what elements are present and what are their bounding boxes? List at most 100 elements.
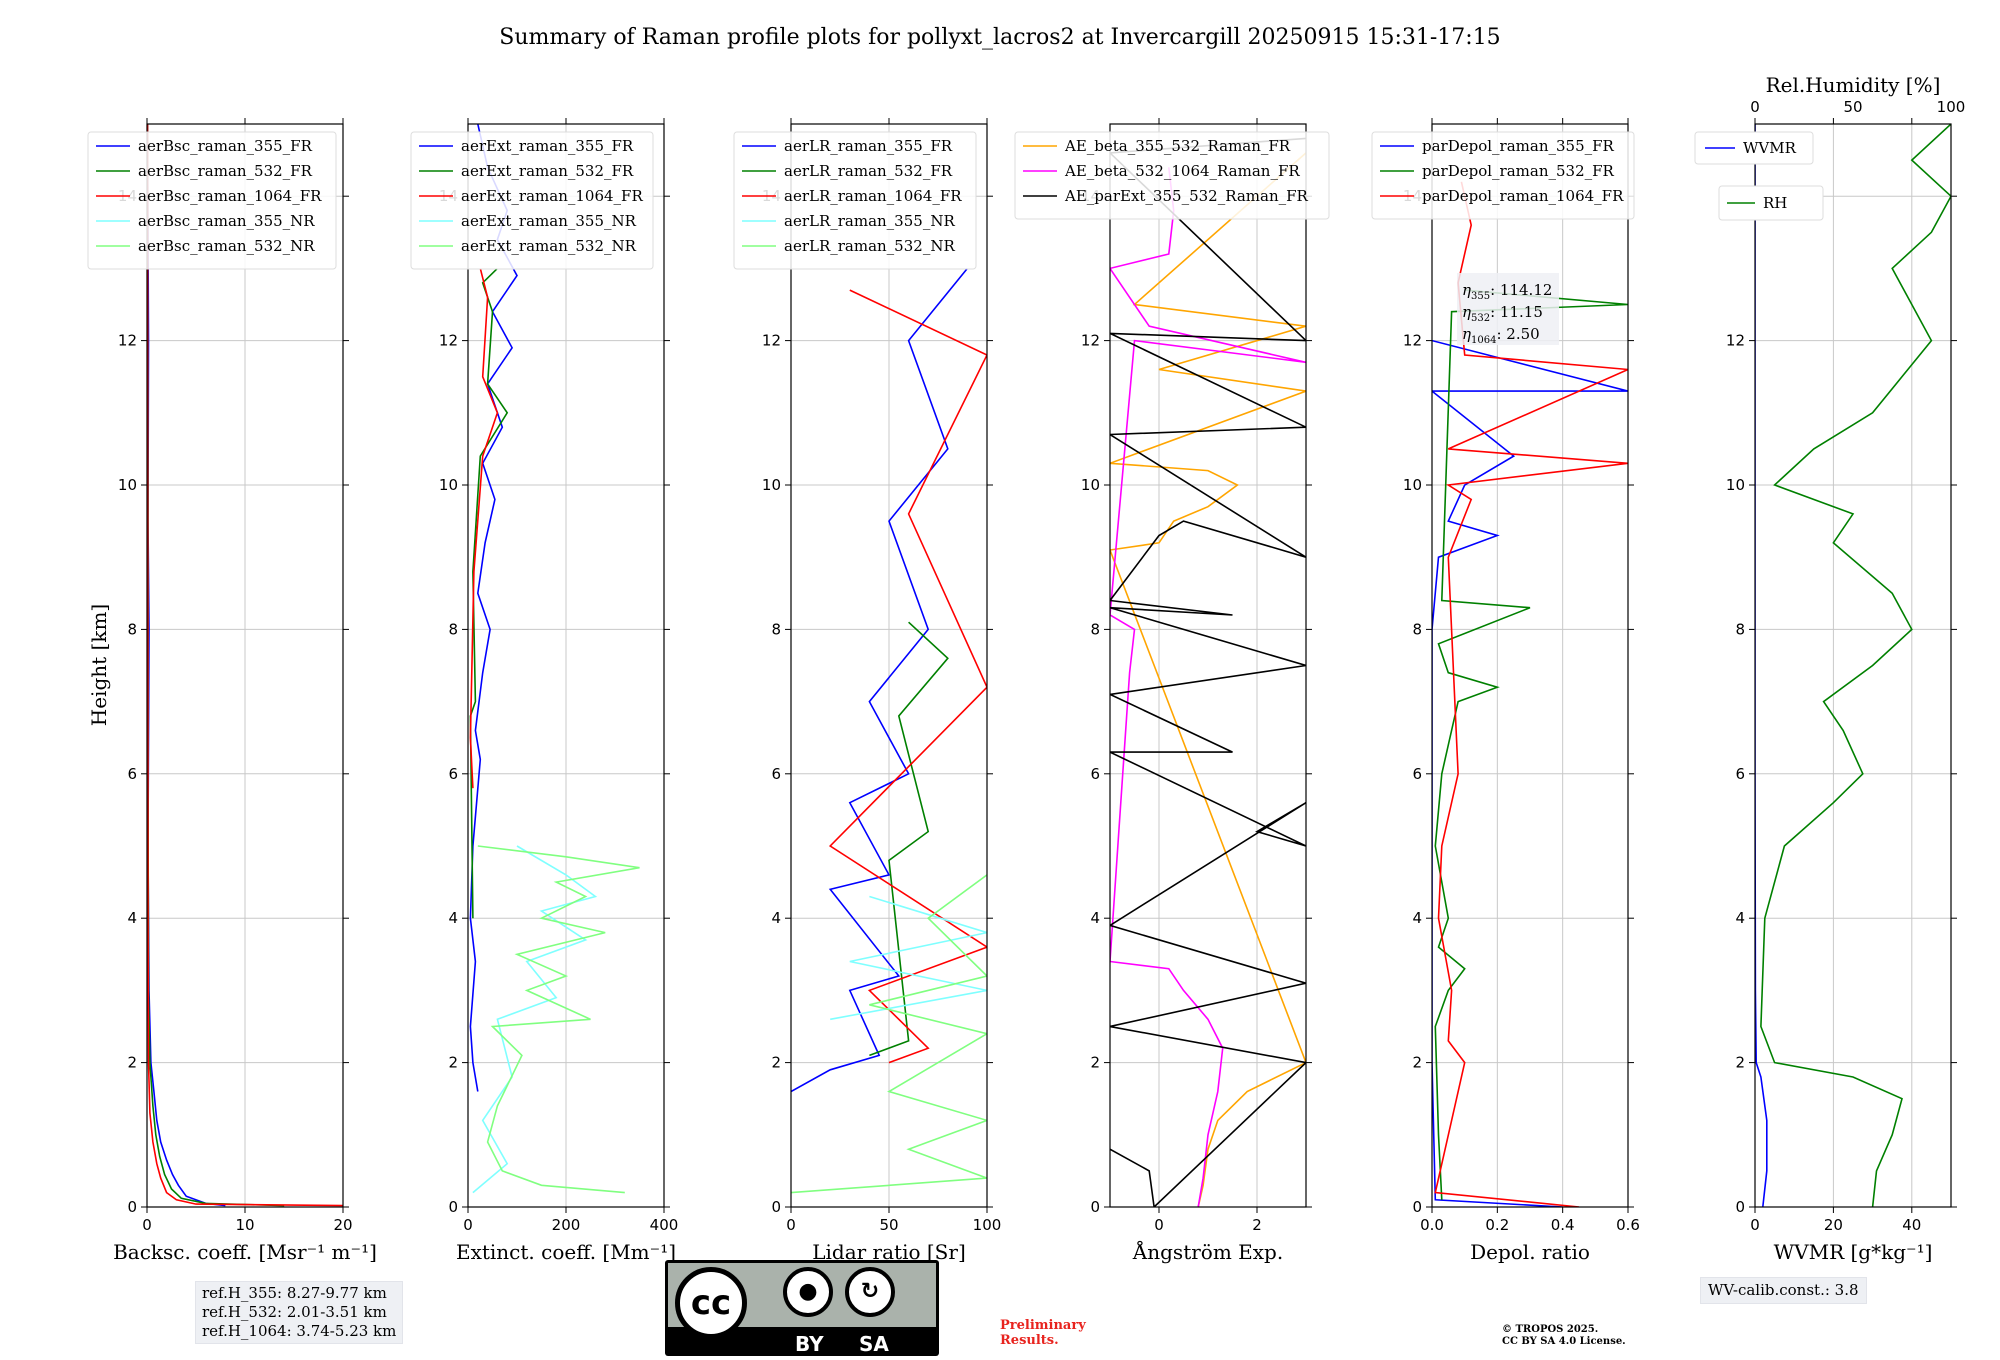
preliminary-line-1: Preliminary: [1000, 1318, 1086, 1333]
series-line-AE_parExt_355_532_Raman_FR: [1110, 137, 1306, 1207]
legend-label: RH: [1763, 194, 1787, 212]
y-tick-label: 6: [1090, 765, 1100, 783]
legend-label: aerLR_raman_532_NR: [784, 237, 955, 255]
eta-355-value: : 114.12: [1490, 281, 1552, 299]
y-tick-label: 6: [448, 765, 458, 783]
x-tick-label: 40: [1902, 1216, 1921, 1234]
y-tick-label: 4: [771, 909, 781, 927]
legend-label: parDepol_raman_1064_FR: [1422, 187, 1624, 205]
series-line-aerBsc_raman_532_FR: [147, 124, 285, 1207]
cc-by-sa-license-badge: cc ● ↻ BY SA: [665, 1260, 939, 1356]
panel-1: 0102002468101214Backsc. coeff. [Msr⁻¹ m⁻…: [87, 118, 377, 1264]
ref-height-532: ref.H_532: 2.01-3.51 km: [202, 1303, 387, 1321]
y-tick-label: 4: [1735, 909, 1745, 927]
x-tick-label: 20: [333, 1216, 352, 1234]
y-tick-label: 2: [448, 1054, 458, 1072]
legend-label: aerExt_raman_355_NR: [461, 212, 637, 230]
y-tick-label: 2: [127, 1054, 137, 1072]
x-tick-label: 0.6: [1616, 1216, 1640, 1234]
series-line-aerExt_raman_355_NR: [472, 845, 598, 1194]
series-line-aerBsc_raman_355_FR: [147, 124, 226, 1207]
x-tick-label: 100: [973, 1216, 1002, 1234]
axes-frame: [1431, 123, 1629, 1208]
person-icon: ●: [783, 1267, 833, 1317]
y-tick-label: 6: [1412, 765, 1422, 783]
x-tick-label: 400: [650, 1216, 679, 1234]
x-tick-label: 200: [552, 1216, 581, 1234]
legend-label: aerBsc_raman_532_FR: [138, 162, 313, 180]
legend: WVMR RH: [1694, 131, 1824, 221]
x-axis-label: WVMR [g*kg⁻¹]: [1774, 1240, 1933, 1264]
svg-text:η355: 114.12: η355: 114.12: [1462, 281, 1552, 302]
x-tick-label: 0.0: [1420, 1216, 1444, 1234]
series-line-aerLR_raman_355_NR: [830, 895, 987, 1021]
copyright-line-1: © TROPOS 2025.: [1502, 1324, 1599, 1335]
panel-6: 0204002468101214050100Rel.Humidity [%]WV…: [1694, 73, 1966, 1264]
y-tick-label: 8: [771, 620, 781, 638]
svg-text:η1064: 2.50: η1064: 2.50: [1462, 325, 1540, 346]
y-tick-label: 10: [1081, 476, 1100, 494]
series-line-aerLR_raman_1064_FR: [828, 289, 987, 1064]
legend-label: AE_beta_532_1064_Raman_FR: [1064, 162, 1300, 180]
y-tick-label: 12: [1726, 332, 1745, 350]
x2-tick-label: 100: [1937, 98, 1966, 116]
y-tick-label: 10: [1726, 476, 1745, 494]
y-tick-label: 0: [771, 1198, 781, 1216]
legend-label: aerLR_raman_355_NR: [784, 212, 955, 230]
y-tick-label: 8: [448, 620, 458, 638]
series-line-aerLR_raman_532_FR: [869, 621, 949, 1057]
legend-label: aerLR_raman_1064_FR: [784, 187, 962, 205]
series-line-aerBsc_raman_1064_FR: [147, 124, 343, 1207]
legend-label: parDepol_raman_532_FR: [1422, 162, 1615, 180]
y-tick-label: 0: [1412, 1198, 1422, 1216]
x-axis-label: Extinct. coeff. [Mm⁻¹]: [456, 1240, 676, 1264]
x-tick-label: 20: [1824, 1216, 1843, 1234]
legend-label: parDepol_raman_355_FR: [1422, 137, 1615, 155]
y-tick-label: 8: [1090, 620, 1100, 638]
y-tick-label: 10: [1403, 476, 1422, 494]
y-tick-label: 2: [1090, 1054, 1100, 1072]
eta-355-sub: 355: [1471, 291, 1490, 302]
eta-1064-value: : 2.50: [1496, 325, 1539, 343]
x-axis-label: Depol. ratio: [1470, 1240, 1590, 1264]
panel-5: 0.00.20.40.602468101214Depol. ratioparDe…: [1371, 118, 1640, 1264]
figure-title: Summary of Raman profile plots for polly…: [499, 25, 1500, 50]
y-tick-label: 0: [448, 1198, 458, 1216]
x-tick-label: 0.2: [1485, 1216, 1509, 1234]
x-axis-label: Ångström Exp.: [1132, 1239, 1283, 1264]
legend: aerLR_raman_355_FR aerLR_raman_532_FR aerL…: [733, 131, 977, 270]
cc-icon: cc: [675, 1267, 747, 1339]
series-line-aerExt_raman_532_FR: [469, 267, 509, 919]
y-tick-label: 12: [1403, 332, 1422, 350]
x-tick-label: 0: [463, 1216, 473, 1234]
license-by-label: BY: [795, 1332, 824, 1356]
x-axis-label: Backsc. coeff. [Msr⁻¹ m⁻¹]: [113, 1240, 377, 1264]
y-tick-label: 8: [127, 620, 137, 638]
legend: aerBsc_raman_355_FR aerBsc_raman_532_FRae…: [87, 131, 337, 270]
panel-4: 0202468101214Ångström Exp.AE_beta_355_53…: [1014, 118, 1330, 1264]
eta-532-sub: 532: [1471, 313, 1490, 324]
share-alike-icon: ↻: [845, 1267, 895, 1317]
legend-label: aerBsc_raman_355_NR: [138, 212, 315, 230]
series-line-AE_beta_355_532_Raman_FR: [1110, 152, 1306, 1207]
y-axis-label: Height [km]: [87, 604, 111, 726]
x2-axis-label: Rel.Humidity [%]: [1766, 73, 1941, 97]
y-tick-label: 12: [1081, 332, 1100, 350]
legend-label: WVMR: [1743, 139, 1797, 157]
y-tick-label: 12: [118, 332, 137, 350]
x-tick-label: 0: [1154, 1216, 1164, 1234]
x2-tick-label: 0: [1750, 98, 1760, 116]
copyright-note: © TROPOS 2025. CC BY SA 4.0 License.: [1502, 1324, 1626, 1348]
panel-2: 020040002468101214Extinct. coeff. [Mm⁻¹]…: [410, 118, 679, 1264]
series-line-parDepol_raman_532_FR: [1434, 289, 1628, 1200]
copyright-line-2: CC BY SA 4.0 License.: [1502, 1336, 1626, 1347]
reference-height-box: ref.H_355: 8.27-9.77 km ref.H_532: 2.01-…: [195, 1281, 404, 1344]
y-tick-label: 0: [1735, 1198, 1745, 1216]
legend-label: AE_parExt_355_532_Raman_FR: [1064, 187, 1309, 205]
legend-label: aerExt_raman_532_FR: [461, 162, 634, 180]
x2-tick-label: 50: [1843, 98, 1862, 116]
legend-label: aerBsc_raman_355_FR: [138, 137, 313, 155]
x-tick-label: 0: [142, 1216, 152, 1234]
eta-1064-sub: 1064: [1471, 335, 1496, 346]
